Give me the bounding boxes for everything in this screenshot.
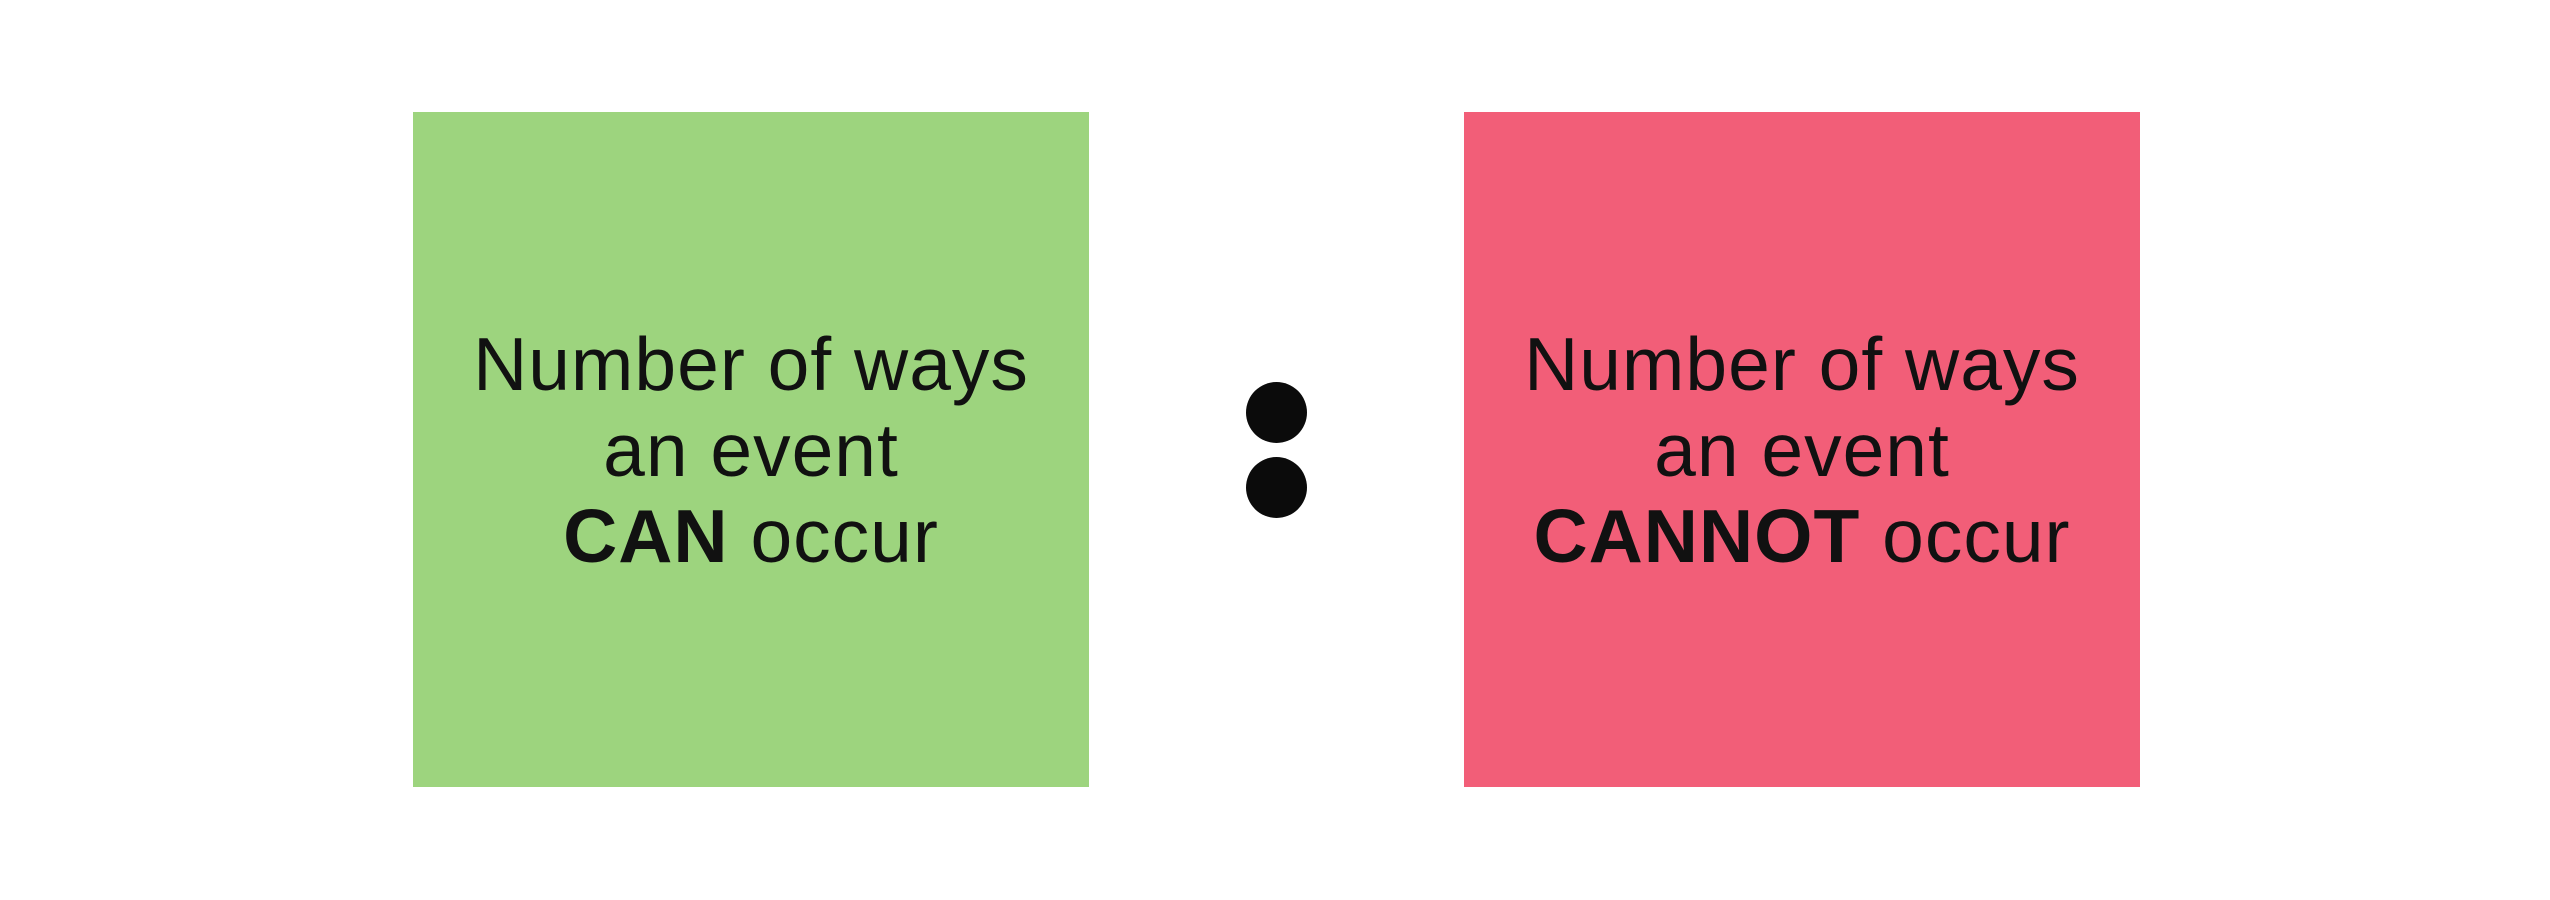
left-line-2: an event xyxy=(603,407,899,492)
favorable-outcomes-box: Number of ways an event CAN occur xyxy=(413,112,1089,787)
right-tail: occur xyxy=(1860,493,2071,578)
colon-dot-bottom xyxy=(1246,457,1307,518)
unfavorable-outcomes-box: Number of ways an event CANNOT occur xyxy=(1464,112,2140,787)
right-line-1: Number of ways xyxy=(1524,321,2080,406)
favorable-outcomes-text: Number of ways an event CAN occur xyxy=(473,321,1029,579)
left-tail: occur xyxy=(728,493,939,578)
unfavorable-outcomes-text: Number of ways an event CANNOT occur xyxy=(1524,321,2080,579)
right-line-2: an event xyxy=(1654,407,1950,492)
colon-dot-top xyxy=(1246,382,1307,443)
left-line-3: CAN occur xyxy=(473,493,1029,579)
left-emphasis: CAN xyxy=(563,493,729,578)
left-line-1: Number of ways xyxy=(473,321,1029,406)
right-emphasis: CANNOT xyxy=(1533,493,1861,578)
right-line-3: CANNOT occur xyxy=(1524,493,2080,579)
